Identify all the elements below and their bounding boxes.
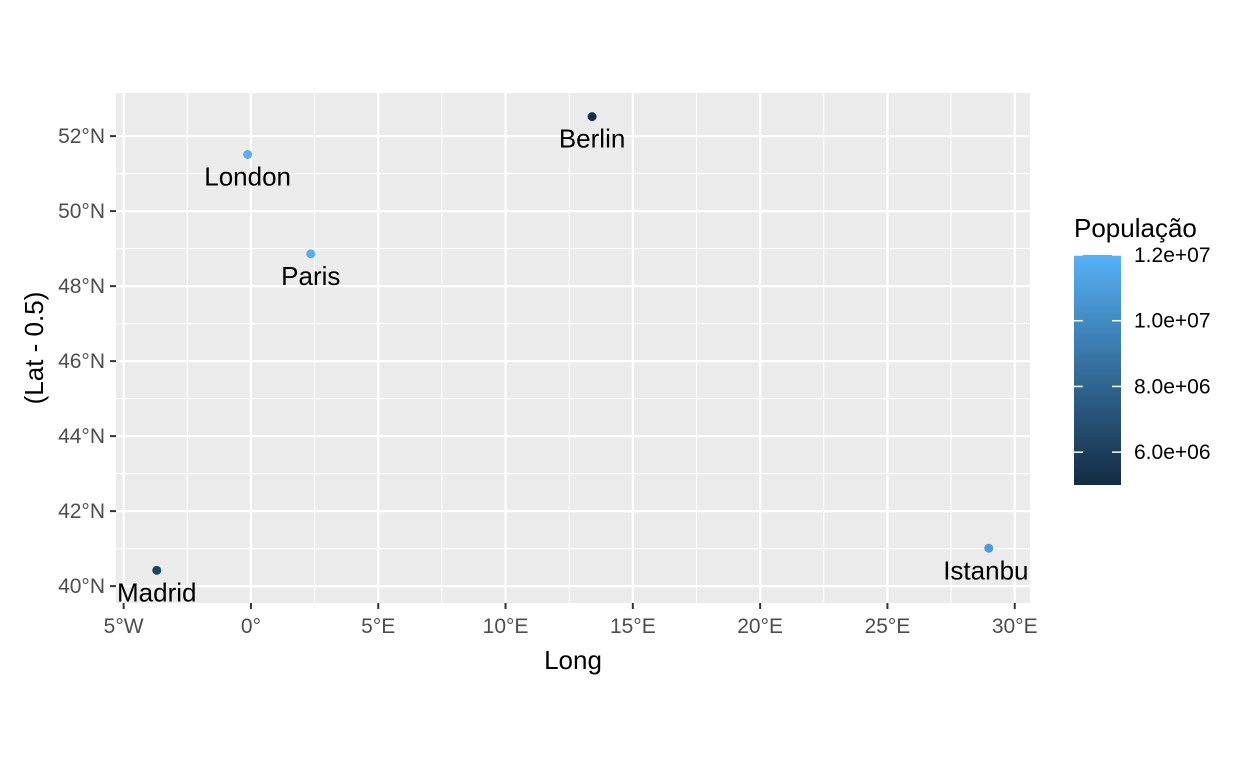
y-tick-label: 52°N — [58, 125, 105, 148]
city-point — [587, 112, 597, 122]
y-tick-label: 48°N — [58, 275, 105, 298]
legend-colorbar — [1074, 255, 1121, 485]
city-point — [306, 249, 316, 259]
y-tick-label: 40°N — [58, 575, 105, 598]
x-axis: 5°W 0° 5°E 10°E 15°E 20°E 25°E 30°E — [104, 603, 1038, 638]
legend-break-label: 8.0e+06 — [1134, 375, 1211, 398]
legend: População 6.0e+06 8.0e+06 1.0e+07 1.2e+07 — [1074, 213, 1211, 485]
legend-break-label: 1.0e+07 — [1134, 310, 1211, 333]
data-points: London Paris Berlin Madrid Istanbul — [117, 112, 1034, 607]
minor-grid — [116, 93, 1030, 603]
y-axis: 40°N 42°N 44°N 46°N 48°N 50°N 52°N — [58, 125, 116, 598]
major-grid — [116, 93, 1030, 603]
city-label: London — [204, 162, 291, 192]
x-tick-label: 15°E — [610, 615, 656, 638]
y-axis-label: (Lat - 0.5) — [19, 292, 49, 405]
city-point — [243, 150, 253, 159]
y-tick-label: 44°N — [58, 425, 105, 448]
legend-title: População — [1074, 213, 1197, 243]
legend-breaks: 6.0e+06 8.0e+06 1.0e+07 1.2e+07 — [1074, 244, 1211, 464]
city-point — [152, 565, 162, 575]
city-label: Paris — [281, 261, 340, 291]
y-tick-label: 46°N — [58, 350, 105, 373]
x-tick-label: 20°E — [737, 615, 783, 638]
x-tick-label: 30°E — [992, 615, 1038, 638]
x-axis-label: Long — [544, 645, 602, 675]
city-label: Berlin — [559, 124, 625, 154]
city-point — [984, 543, 994, 553]
x-tick-label: 5°W — [104, 615, 144, 638]
y-tick-label: 42°N — [58, 500, 105, 523]
city-label: Madrid — [117, 577, 196, 607]
x-tick-label: 5°E — [361, 615, 395, 638]
x-tick-label: 25°E — [865, 615, 911, 638]
city-label: Istanbul — [943, 555, 1034, 585]
x-tick-label: 0° — [241, 615, 261, 638]
legend-break-label: 6.0e+06 — [1134, 441, 1211, 464]
plot-panel — [116, 93, 1030, 603]
legend-break-label: 1.2e+07 — [1134, 244, 1211, 267]
y-tick-label: 50°N — [58, 200, 105, 223]
x-tick-label: 10°E — [483, 615, 529, 638]
